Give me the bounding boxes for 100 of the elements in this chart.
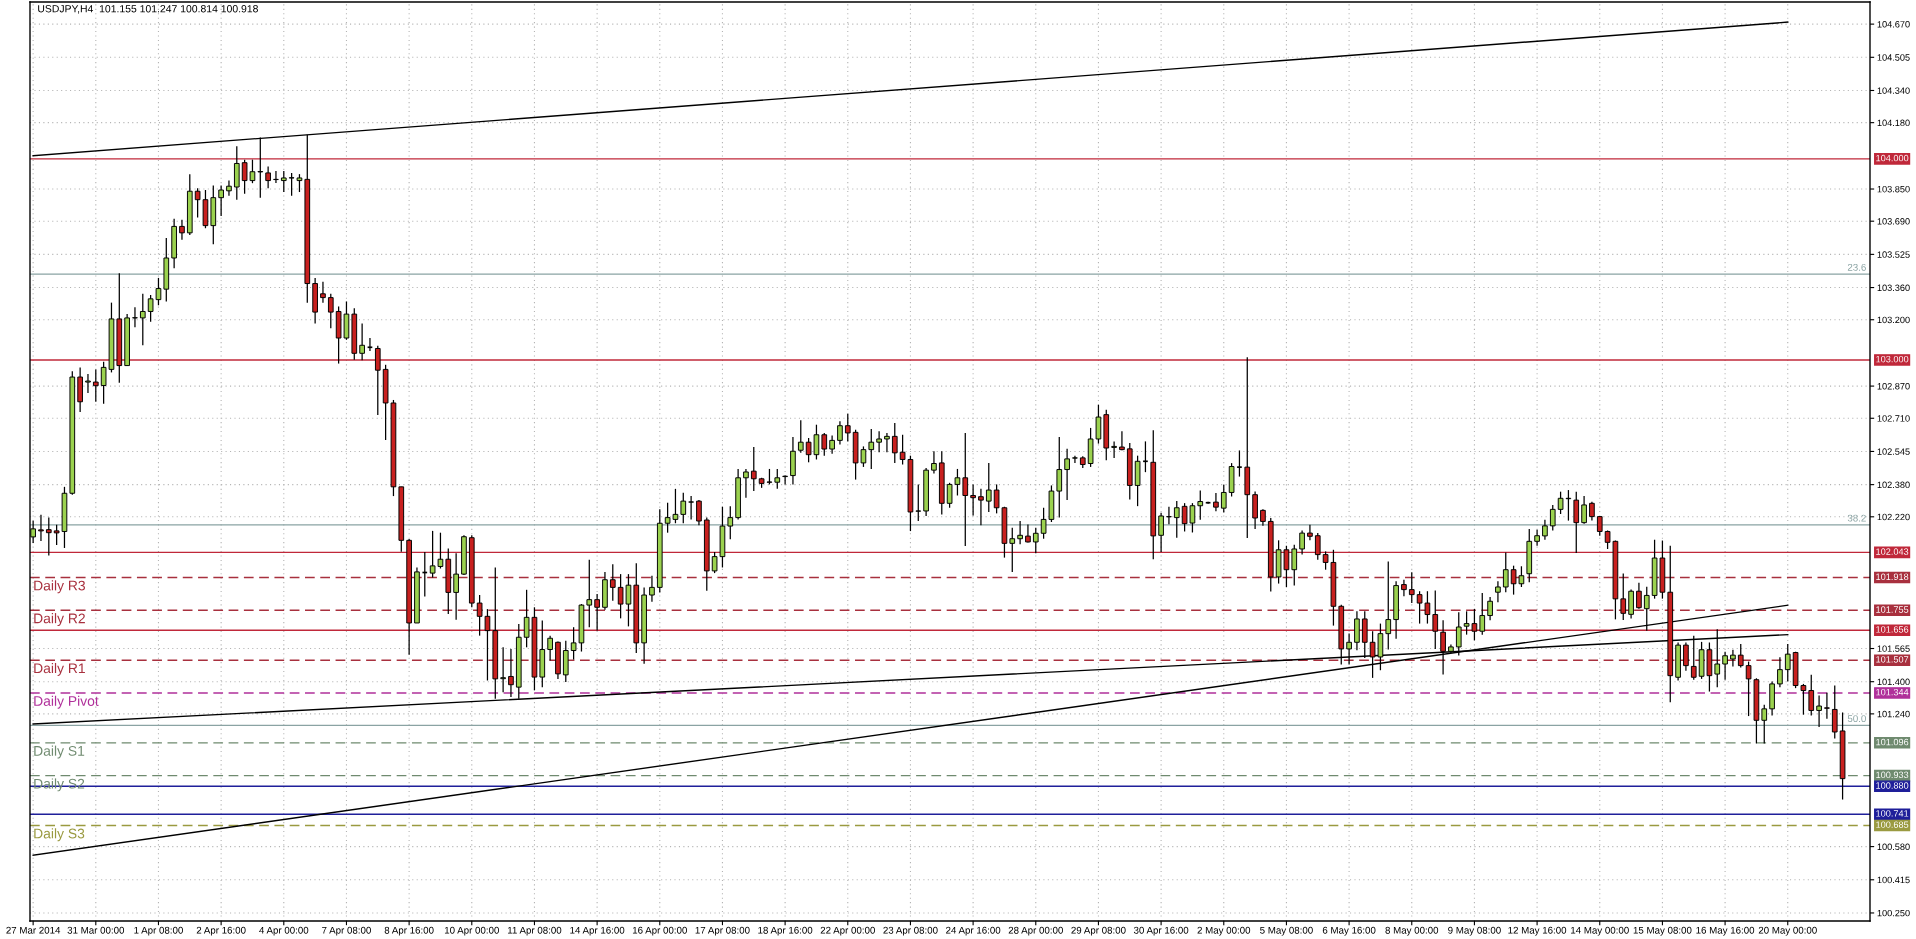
- x-tick-label: 18 Apr 16:00: [758, 926, 813, 936]
- candlestick: [1502, 551, 1509, 593]
- x-tick-label: 8 Apr 16:00: [384, 926, 434, 936]
- candlestick: [1220, 484, 1227, 514]
- candlestick: [327, 293, 334, 329]
- candlestick: [1573, 491, 1580, 554]
- candlestick: [1816, 694, 1822, 728]
- candlestick: [280, 170, 287, 193]
- candlestick: [1166, 506, 1172, 525]
- candlestick: [374, 345, 381, 416]
- candlestick: [1307, 524, 1313, 541]
- candlestick: [1549, 504, 1556, 532]
- y-tick-label: 103.850: [1877, 185, 1910, 193]
- ref-line-label: 102.043: [1876, 548, 1909, 555]
- candlestick: [1401, 579, 1407, 597]
- candlestick: [821, 432, 828, 457]
- candlestick: [1831, 684, 1838, 740]
- candlestick: [1056, 436, 1063, 519]
- y-tick-label: 102.380: [1877, 481, 1910, 489]
- y-tick-label: 102.710: [1877, 415, 1910, 422]
- x-tick-label: 2 Apr 16:00: [196, 926, 246, 936]
- candlestick: [915, 483, 922, 522]
- candlestick: [1291, 544, 1298, 587]
- candlestick: [92, 368, 99, 403]
- candlestick: [85, 373, 91, 394]
- ref-line-label: 101.656: [1876, 626, 1909, 633]
- candlestick: [1737, 643, 1744, 669]
- candlestick: [609, 563, 616, 602]
- candlestick: [1620, 572, 1627, 621]
- candlestick: [837, 420, 843, 446]
- candlestick: [1824, 692, 1830, 720]
- candlestick: [233, 145, 240, 201]
- x-tick-label: 10 Apr 00:00: [444, 926, 499, 936]
- x-tick-label: 23 Apr 08:00: [883, 926, 938, 936]
- candlestick: [962, 432, 969, 547]
- candlestick: [320, 281, 326, 304]
- candlestick: [586, 559, 593, 628]
- annotation: 38.2: [1847, 514, 1866, 522]
- annotation: Daily S3: [34, 828, 85, 842]
- candlestick: [1784, 643, 1791, 683]
- candlestick: [727, 505, 734, 540]
- candlestick: [1236, 449, 1243, 478]
- candlestick: [1017, 520, 1023, 545]
- annotation: 50.0: [1847, 715, 1866, 723]
- candlestick: [844, 413, 851, 443]
- candlestick: [829, 434, 835, 455]
- x-tick-label: 9 May 08:00: [1448, 926, 1501, 936]
- x-tick-label: 14 Apr 16:00: [570, 926, 625, 936]
- candlestick: [273, 170, 279, 184]
- ref-line-label: 100.685: [1876, 821, 1909, 828]
- candlestick: [1299, 529, 1305, 556]
- candlestick: [1111, 440, 1117, 459]
- x-tick-label: 31 Mar 00:00: [67, 926, 125, 934]
- ref-line-label: 100.741: [1876, 810, 1909, 817]
- y-tick-label: 103.525: [1877, 251, 1910, 258]
- ref-line-label: 101.918: [1876, 573, 1909, 580]
- candlestick: [978, 488, 984, 526]
- candlestick: [132, 306, 138, 328]
- chart-title: USDJPY,H4 101.155 101.247 100.814 100.918: [38, 5, 258, 14]
- candlestick: [547, 635, 553, 662]
- annotation: Daily R3: [34, 580, 86, 594]
- y-tick-label: 103.200: [1877, 316, 1910, 324]
- candlestick: [1487, 596, 1493, 621]
- candlestick: [1213, 492, 1219, 512]
- x-tick-label: 15 May 08:00: [1633, 926, 1692, 936]
- candlestick: [884, 432, 890, 453]
- candlestick: [970, 483, 976, 517]
- ref-line-label: 101.344: [1876, 688, 1909, 696]
- candlestick: [1722, 651, 1728, 681]
- y-tick-label: 102.870: [1877, 383, 1910, 390]
- candlestick: [1636, 582, 1642, 610]
- candlestick: [1730, 649, 1736, 668]
- candlestick: [1683, 641, 1689, 672]
- candlestick: [891, 422, 898, 464]
- y-tick-label: 104.505: [1877, 54, 1910, 61]
- candlestick: [366, 337, 374, 352]
- candlestick: [1432, 589, 1439, 650]
- candlestick: [359, 322, 365, 361]
- candlestick: [139, 293, 146, 346]
- candlestick: [774, 468, 781, 490]
- x-tick-label: 5 May 08:00: [1260, 926, 1313, 936]
- candlestick: [1777, 656, 1783, 688]
- x-tick-label: 1 Apr 08:00: [134, 926, 183, 936]
- x-tick-label: 7 Apr 08:00: [322, 926, 371, 936]
- x-tick-label: 24 Apr 16:00: [946, 926, 1001, 936]
- candlestick: [1064, 448, 1070, 501]
- y-tick-label: 102.545: [1877, 448, 1910, 455]
- y-tick-label: 102.220: [1877, 513, 1910, 521]
- candlestick: [985, 462, 992, 513]
- candlestick: [179, 219, 185, 241]
- candlestick: [1495, 580, 1501, 603]
- x-tick-label: 30 Apr 16:00: [1133, 926, 1189, 936]
- candlestick: [1534, 529, 1540, 547]
- candlestick: [1761, 704, 1768, 745]
- y-tick-label: 103.360: [1877, 284, 1910, 291]
- x-tick-label: 11 Apr 08:00: [507, 926, 562, 936]
- annotation: Daily R2: [34, 613, 85, 627]
- x-tick-label: 12 May 16:00: [1508, 926, 1567, 936]
- candlestick: [1252, 490, 1258, 530]
- y-tick-label: 104.340: [1877, 87, 1910, 94]
